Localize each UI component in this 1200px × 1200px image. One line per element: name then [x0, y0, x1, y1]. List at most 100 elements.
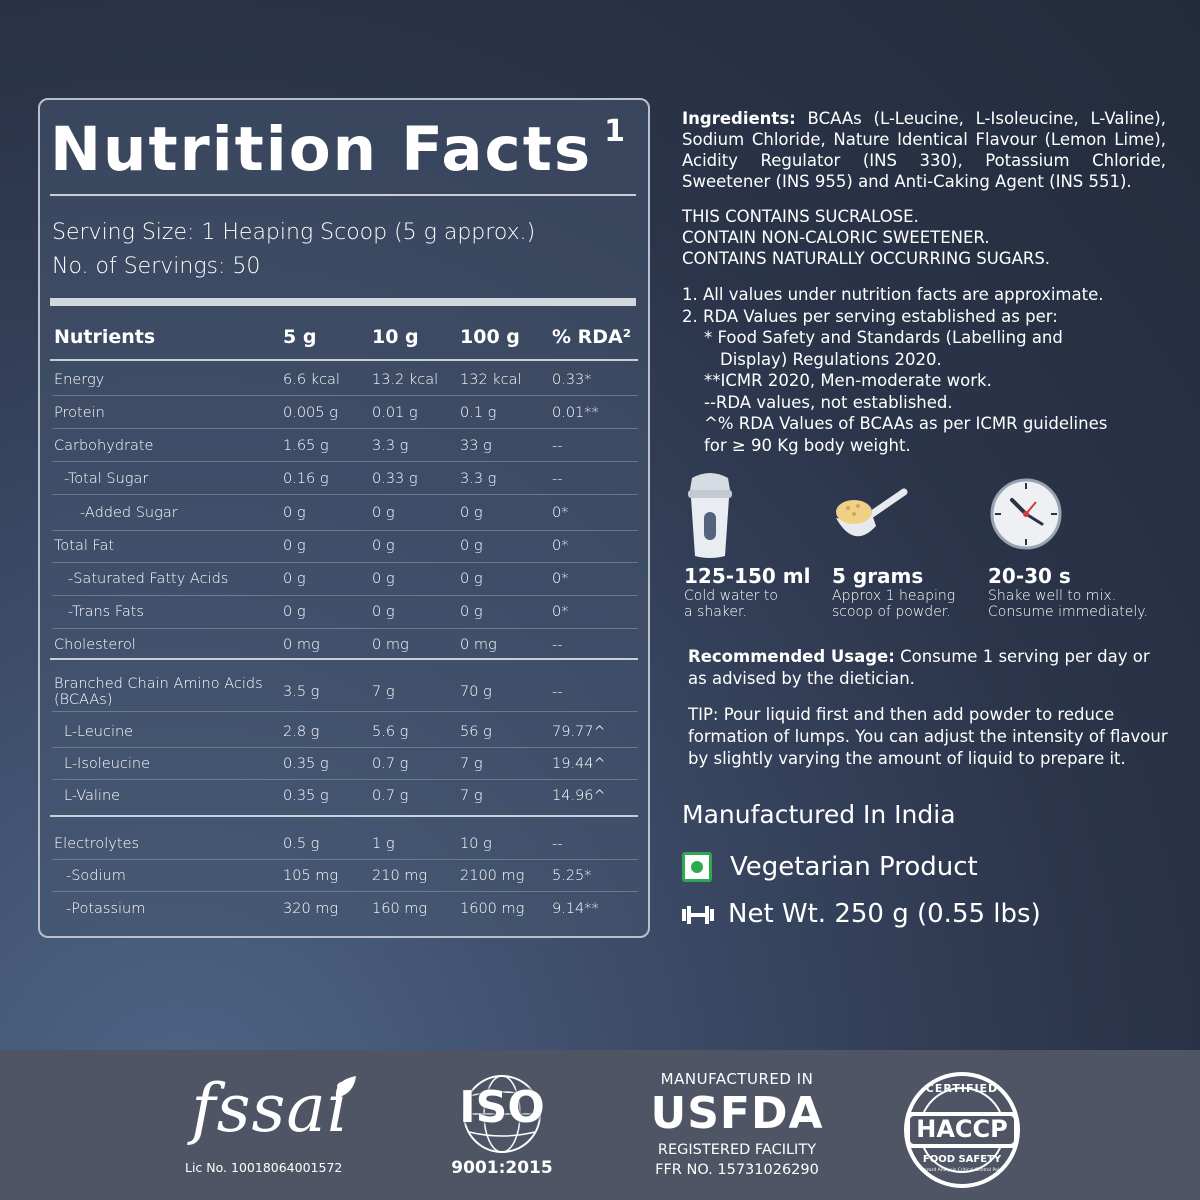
net-weight-text: Net Wt. 250 g (0.55 lbs) [728, 899, 1041, 929]
value-100g: 0 g [460, 571, 483, 587]
value-100g: 0 mg [460, 637, 497, 653]
value-rda: 0.33* [552, 372, 592, 388]
value-10g: 0.01 g [372, 405, 418, 421]
nutrient-name: Energy [54, 372, 105, 388]
value-10g: 0 g [372, 538, 395, 554]
nutrient-name: L-Isoleucine [64, 756, 151, 772]
value-10g: 13.2 kcal [372, 372, 439, 388]
nutrient-name: Cholesterol [54, 637, 136, 653]
recommended-text: Consume 1 serving per day or as advised … [688, 647, 1150, 688]
value-5g: 0 mg [283, 637, 320, 653]
nutrient-name: -Added Sugar [80, 505, 178, 521]
value-100g: 0 g [460, 505, 483, 521]
shaker-icon [688, 473, 732, 558]
usfda-ffr-number: FFR NO. 15731026290 [655, 1162, 819, 1178]
nutrition-title-text: Nutrition Facts [50, 114, 593, 185]
value-100g: 70 g [460, 684, 492, 700]
value-5g: 105 mg [283, 868, 339, 884]
vegetarian-line: Vegetarian Product [682, 852, 978, 882]
value-5g: 0 g [283, 571, 306, 587]
nutrient-name: L-Valine [64, 788, 121, 804]
servings-count: No. of Servings: 50 [52, 254, 261, 279]
footnote: 2. RDA Values per serving established as… [682, 306, 1058, 326]
value-10g: 1 g [372, 836, 395, 852]
value-100g: 132 kcal [460, 372, 522, 388]
value-rda: 0* [552, 571, 569, 587]
usage-tip: TIP: Pour liquid first and then add powd… [688, 705, 1168, 768]
value-rda: -- [552, 637, 563, 653]
fssai-license: Lic No. 10018064001572 [185, 1160, 343, 1175]
nutrient-row: Protein 0.005 g 0.01 g 0.1 g 0.01** [52, 397, 638, 429]
footnote: **ICMR 2020, Men-moderate work. [704, 371, 992, 390]
value-rda: 0.01** [552, 405, 599, 421]
usfda-registered-text: REGISTERED FACILITY [657, 1142, 817, 1158]
ingredients-label: Ingredients: [682, 109, 796, 128]
certifications-band: fssai Lic No. 10018064001572 ISO 9001:20… [0, 1050, 1200, 1200]
value-100g: 7 g [460, 756, 483, 772]
nutrient-row: -Potassium 320 mg 160 mg 1600 mg 9.14** [52, 893, 638, 925]
value-5g: 0.5 g [283, 836, 320, 852]
value-10g: 0 mg [372, 637, 409, 653]
usage-desc: a shaker. [684, 604, 747, 620]
haccp-certified-text: CERTIFIED [925, 1082, 999, 1095]
recommended-label: Recommended Usage: [688, 647, 895, 666]
usage-desc: scoop of powder. [832, 604, 951, 620]
veg-symbol-icon [682, 852, 712, 882]
value-100g: 7 g [460, 788, 483, 804]
vegetarian-text: Vegetarian Product [730, 851, 978, 882]
header-divider [50, 359, 638, 361]
value-rda: 0* [552, 604, 569, 620]
ingredients-text: BCAAs (L-Leucine, L-Isoleucine, L-Valine… [682, 109, 1166, 191]
section-divider-electrolytes [50, 815, 638, 817]
value-rda: -- [552, 471, 563, 487]
value-100g: 0 g [460, 538, 483, 554]
table-header: Nutrients 5 g 10 g 100 g % RDA² [52, 326, 638, 356]
value-100g: 0.1 g [460, 405, 497, 421]
warning-line: CONTAIN NON-CALORIC SWEETENER. [682, 228, 990, 247]
value-rda: 14.96^ [552, 788, 606, 804]
haccp-seal-icon [904, 1072, 1020, 1188]
clock-icon [989, 477, 1063, 551]
value-rda: 0* [552, 538, 569, 554]
value-100g: 1600 mg [460, 901, 525, 917]
nutrient-name: -Saturated Fatty Acids [68, 571, 229, 587]
value-10g: 210 mg [372, 868, 428, 884]
usfda-logo-text: USFDA [650, 1088, 824, 1139]
usage-powder: 5 grams Approx 1 heaping scoop of powder… [832, 472, 982, 620]
fssai-logo-text: fssai [191, 1070, 349, 1147]
nutrient-name: -Trans Fats [68, 604, 144, 620]
header-100g: 100 g [460, 326, 520, 348]
leaf-icon [335, 1076, 356, 1098]
value-10g: 0.7 g [372, 756, 409, 772]
serving-size: Serving Size: 1 Heaping Scoop (5 g appro… [52, 220, 536, 245]
value-5g: 0.35 g [283, 788, 329, 804]
nutrient-name: L-Leucine [64, 724, 134, 740]
value-100g: 3.3 g [460, 471, 497, 487]
nutrient-row: -Sodium 105 mg 210 mg 2100 mg 5.25* [52, 860, 638, 892]
value-5g: 0.35 g [283, 756, 329, 772]
footnote: --RDA values, not established. [704, 392, 953, 412]
value-5g: 320 mg [283, 901, 339, 917]
usage-desc: Shake well to mix. [988, 588, 1117, 604]
nutrient-row: Energy 6.6 kcal 13.2 kcal 132 kcal 0.33* [52, 364, 638, 396]
value-10g: 7 g [372, 684, 395, 700]
nutrient-row: Electrolytes 0.5 g 1 g 10 g -- [52, 828, 638, 860]
nutrient-row: -Trans Fats 0 g 0 g 0 g 0* [52, 596, 638, 629]
value-rda: 0* [552, 505, 569, 521]
nutrient-row: -Added Sugar 0 g 0 g 0 g 0* [52, 497, 638, 531]
value-5g: 3.5 g [283, 684, 320, 700]
value-100g: 0 g [460, 604, 483, 620]
header-10g: 10 g [372, 326, 419, 348]
haccp-logo-text: HACCP [916, 1115, 1008, 1143]
nutrient-name: Total Fat [54, 538, 115, 554]
nutrition-facts-title: Nutrition Facts 1 [50, 114, 627, 185]
warnings-block: THIS CONTAINS SUCRALOSE. CONTAIN NON-CAL… [682, 206, 1166, 269]
usage-water: 125-150 ml Cold water to a shaker. [684, 472, 834, 620]
haccp-subtitle: Hazard Analysis Critical Control Point [920, 1168, 1004, 1173]
nutrient-name: Carbohydrate [54, 438, 154, 454]
usage-desc: Consume immediately. [988, 604, 1148, 620]
nutrient-row: L-Leucine 2.8 g 5.6 g 56 g 79.77^ [52, 716, 638, 748]
fssai-logo: fssai [180, 1064, 360, 1154]
value-5g: 0 g [283, 505, 306, 521]
dumbbell-icon [682, 905, 714, 924]
